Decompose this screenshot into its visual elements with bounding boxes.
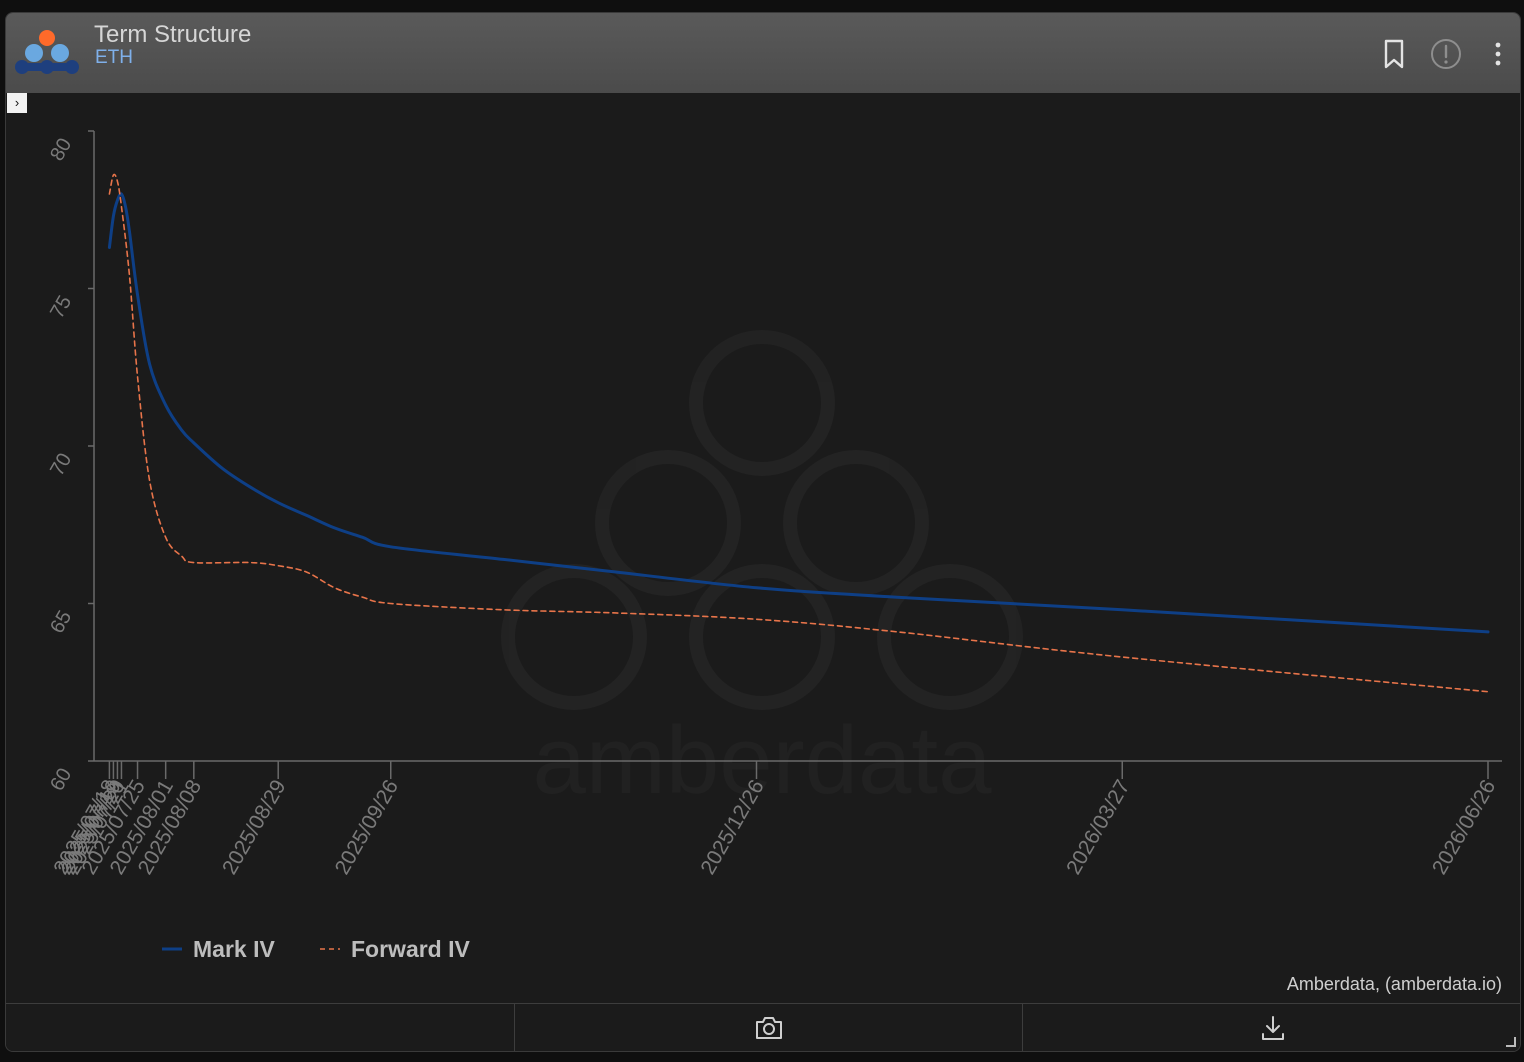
legend-label: Mark IV	[193, 936, 275, 962]
data-credit: Amberdata, (amberdata.io)	[1286, 974, 1502, 994]
alert-icon[interactable]	[1430, 37, 1462, 71]
term-structure-chart: amberdata 60657075802025/07/182025/07/19…	[46, 130, 1502, 962]
resize-handle[interactable]	[1506, 1037, 1516, 1047]
y-tick-label: 75	[46, 292, 76, 322]
expand-panel-button[interactable]: ›	[7, 93, 27, 113]
x-tick-label: 2026/03/27	[1062, 776, 1134, 879]
y-tick-label: 65	[46, 607, 76, 637]
footer-cell-left	[6, 1004, 515, 1051]
screenshot-button[interactable]	[515, 1004, 1023, 1051]
more-vertical-icon[interactable]	[1482, 37, 1514, 71]
download-icon	[1261, 1016, 1284, 1040]
series-line-forward-iv	[108, 173, 1489, 693]
watermark: amberdata	[501, 330, 1023, 814]
amberdata-logo-icon	[15, 30, 79, 74]
asset-label: ETH	[95, 47, 133, 68]
camera-icon	[755, 1017, 782, 1039]
legend-label: Forward IV	[351, 936, 471, 962]
widget-title: Term Structure	[94, 21, 252, 48]
x-tick-label: 2026/06/26	[1428, 776, 1500, 879]
y-tick-label: 60	[46, 765, 76, 795]
x-tick-label: 2025/09/26	[331, 776, 403, 879]
series-layer	[107, 173, 1490, 693]
series-line-mark-iv	[107, 192, 1490, 634]
download-button[interactable]	[1023, 1004, 1520, 1051]
y-tick-label: 70	[46, 450, 76, 480]
term-structure-widget: Term Structure ETH › amberdata 60 65 70 75 8…	[5, 12, 1521, 1052]
y-tick-label: 80	[46, 135, 76, 165]
widget-footer	[6, 1003, 1520, 1051]
bookmark-icon[interactable]	[1378, 37, 1410, 71]
chart-legend: Mark IV Forward IV	[162, 936, 471, 962]
widget-header: Term Structure ETH	[6, 13, 1520, 93]
x-tick-label: 2025/08/29	[218, 776, 290, 879]
